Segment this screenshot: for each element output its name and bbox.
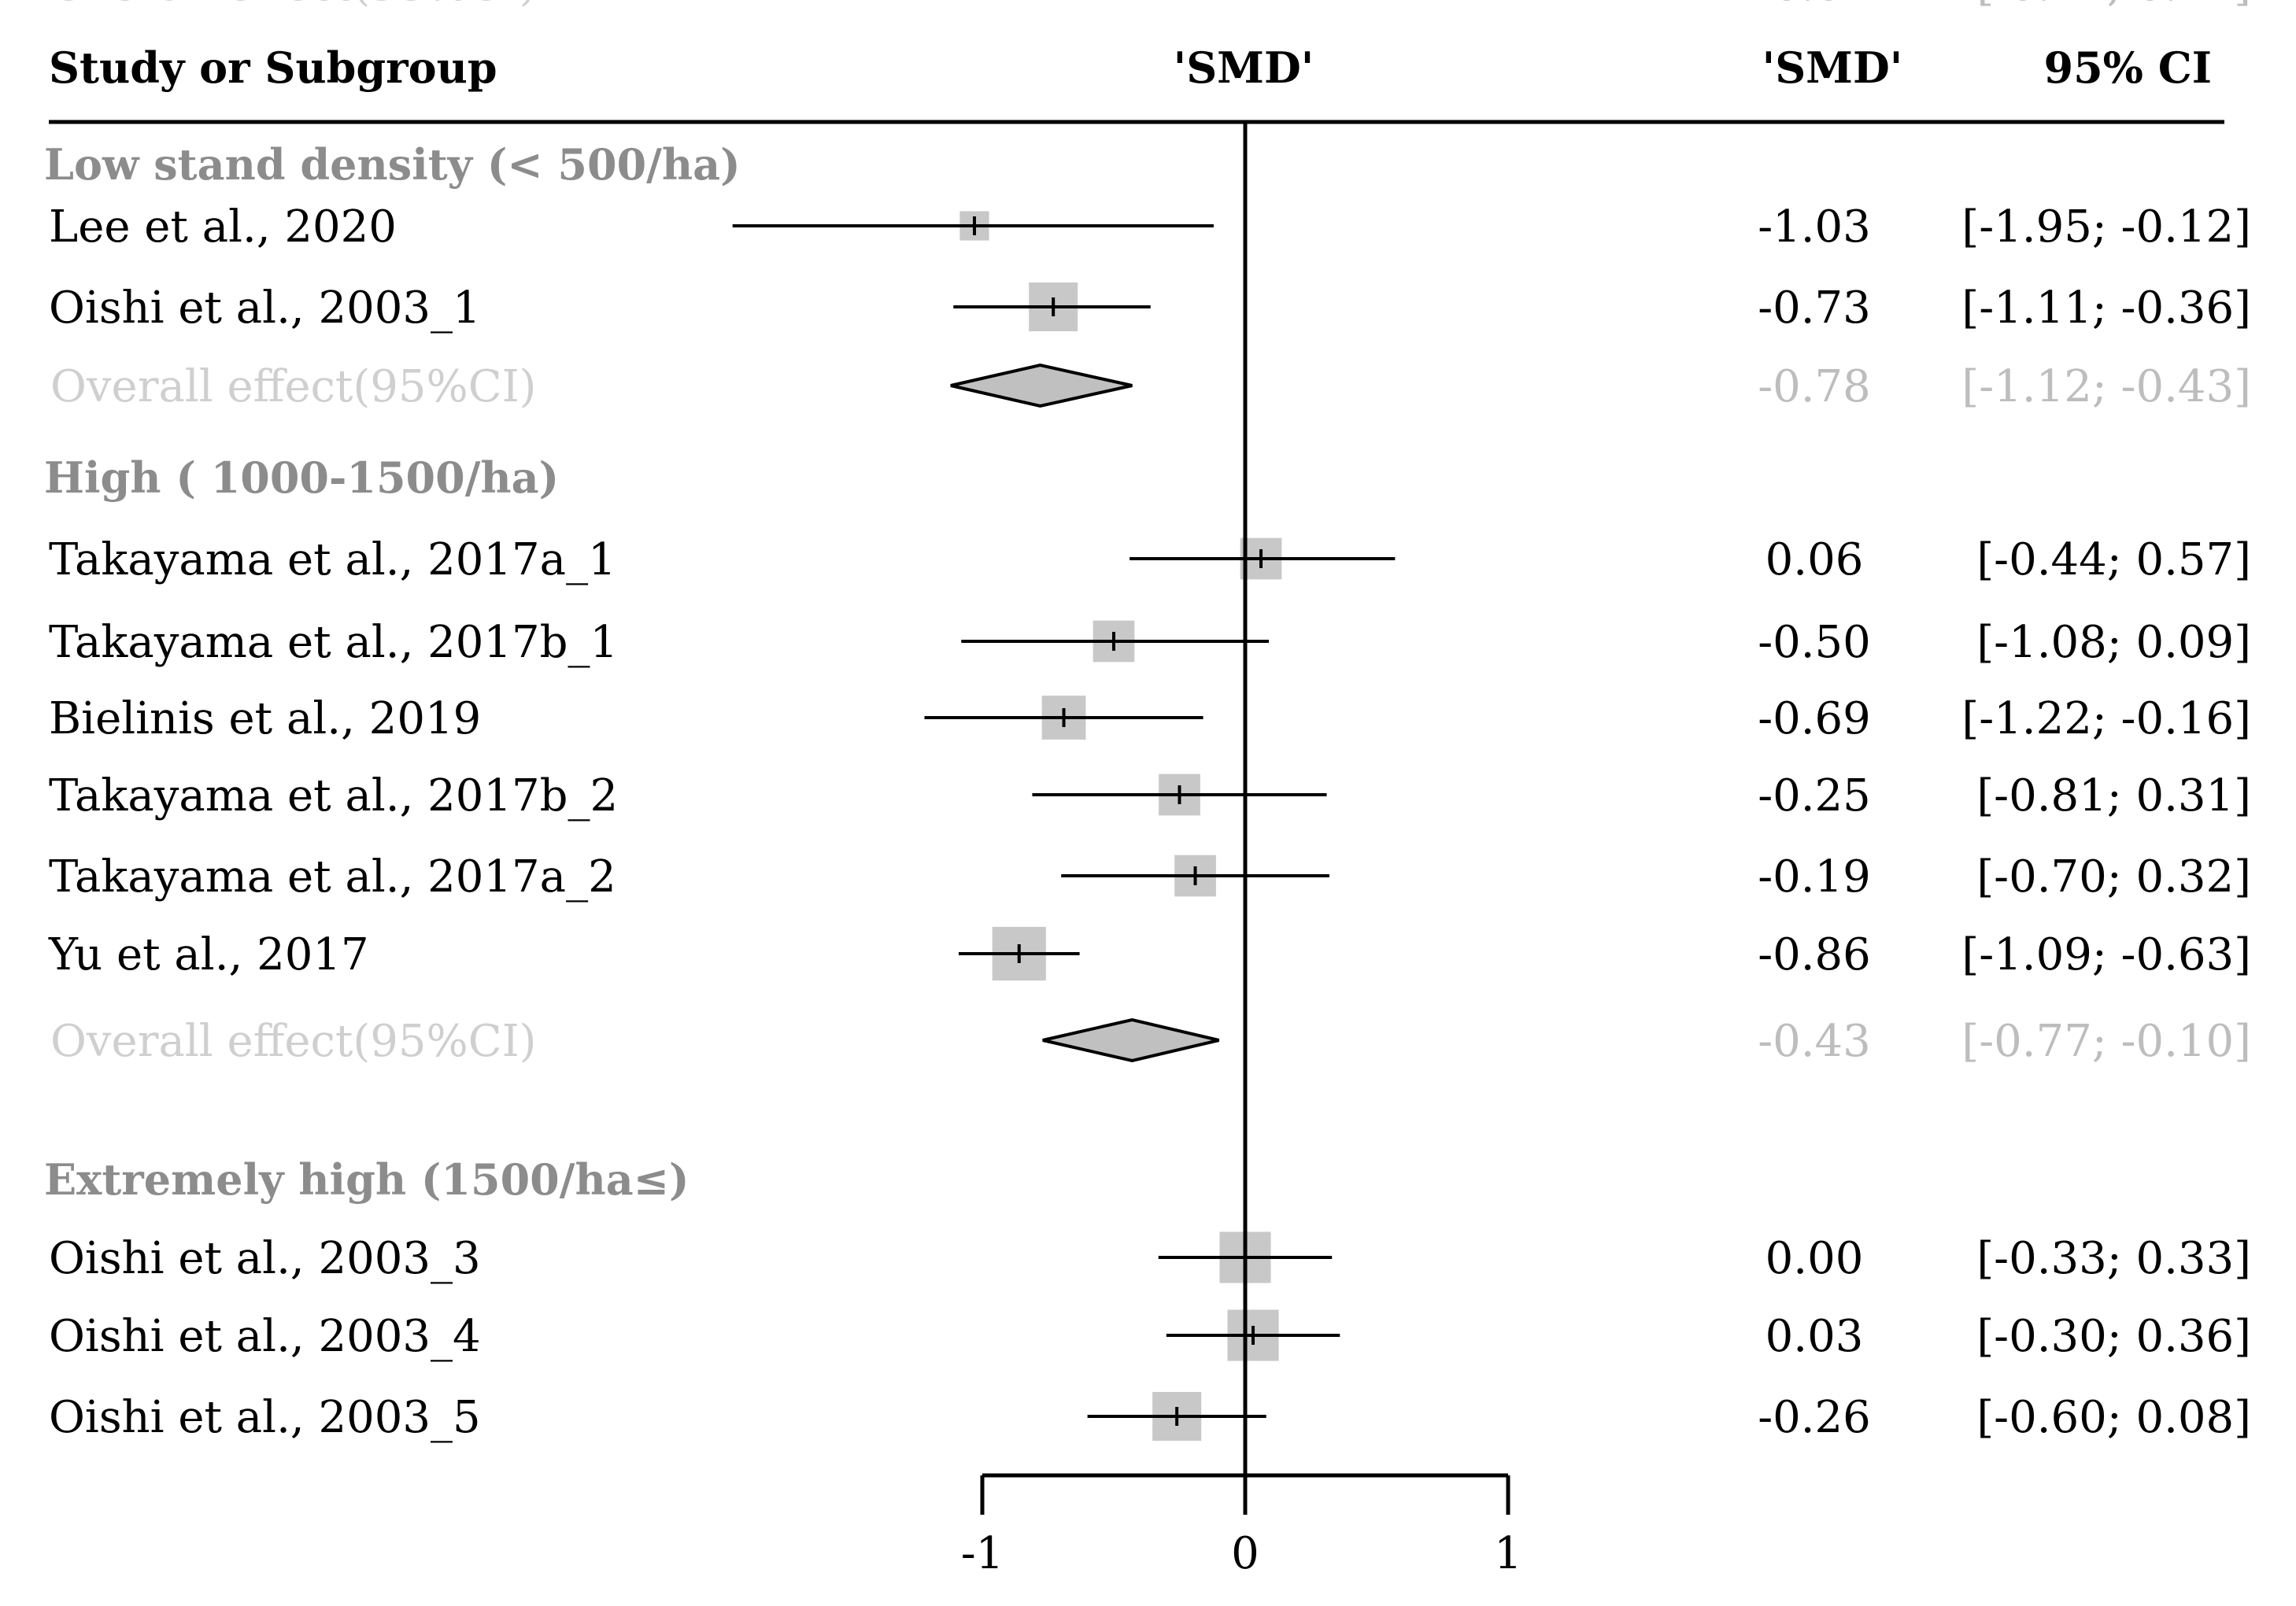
ci-value: [-1.11; -0.36]: [1961, 282, 2251, 334]
study-label: Bielinis et al., 2019: [49, 693, 481, 744]
subgroup-label: Extremely high (1500/ha≤): [44, 1154, 690, 1205]
overall-effect-label: Overall effect(95%CI): [50, 361, 537, 412]
ci-value: [-0.44; 0.57]: [1976, 534, 2251, 585]
smd-value: -0.86: [1758, 929, 1871, 980]
study-label: Oishi et al., 2003_1: [49, 282, 481, 334]
smd-value: -1.03: [1758, 201, 1871, 253]
x-axis-tick-label: 0: [1231, 1528, 1259, 1579]
header-plot: 'SMD': [1174, 42, 1314, 93]
smd-value: 0.03: [1765, 1311, 1864, 1362]
smd-value: 0.06: [1765, 534, 1864, 585]
smd-value: -0.73: [1758, 282, 1871, 334]
smd-value: -0.69: [1758, 693, 1871, 744]
overall-ci-value: [-0.27; 0.12]: [1976, 0, 2251, 11]
overall-effect-label: Overall effect(95%CI): [50, 1016, 537, 1067]
study-label: Takayama et al., 2017a_2: [49, 851, 616, 903]
x-axis-tick-label: 1: [1494, 1528, 1522, 1579]
study-label: Lee et al., 2020: [49, 201, 397, 253]
ci-value: [-0.60; 0.08]: [1976, 1392, 2251, 1443]
ci-value: [-0.81; 0.31]: [1976, 770, 2251, 821]
study-label: Oishi et al., 2003_3: [49, 1233, 481, 1284]
smd-value: -0.25: [1758, 770, 1871, 821]
ci-value: [-0.33; 0.33]: [1976, 1233, 2251, 1284]
overall-smd-value: -0.78: [1758, 361, 1871, 412]
header-study: Study or Subgroup: [49, 42, 497, 93]
subgroup-label: High ( 1000-1500/ha): [44, 452, 559, 503]
smd-value: -0.26: [1758, 1392, 1871, 1443]
overall-ci-value: [-0.77; -0.10]: [1961, 1016, 2251, 1067]
overall-effect-diamond: [1042, 1017, 1220, 1063]
header-ci: 95% CI: [2044, 42, 2213, 93]
ci-value: [-0.30; 0.36]: [1976, 1311, 2251, 1362]
study-label: Takayama et al., 2017a_1: [49, 534, 616, 585]
smd-value: -0.19: [1758, 851, 1871, 903]
overall-effect-diamond: [950, 363, 1133, 408]
subgroup-label: Low stand density (< 500/ha): [44, 139, 741, 190]
ci-value: [-1.08; 0.09]: [1976, 617, 2251, 668]
study-label: Takayama et al., 2017b_1: [49, 617, 618, 668]
smd-value: 0.00: [1765, 1233, 1864, 1284]
header-smd: 'SMD': [1762, 42, 1903, 93]
overall-smd-value: -0.43: [1758, 1016, 1871, 1067]
overall-effect-label: Overall effect(95%CI): [50, 0, 537, 11]
ci-value: [-0.70; 0.32]: [1976, 851, 2251, 903]
smd-value: -0.50: [1758, 617, 1871, 668]
ci-value: [-1.09; -0.63]: [1961, 929, 2251, 980]
ci-value: [-1.95; -0.12]: [1961, 201, 2251, 253]
study-label: Takayama et al., 2017b_2: [49, 770, 618, 821]
study-label: Oishi et al., 2003_4: [49, 1311, 481, 1362]
ci-value: [-1.22; -0.16]: [1961, 693, 2251, 744]
study-label: Yu et al., 2017: [48, 929, 369, 980]
x-axis-tick-label: -1: [961, 1528, 1004, 1579]
overall-smd-value: -0.07: [1758, 0, 1871, 11]
overall-ci-value: [-1.12; -0.43]: [1961, 361, 2251, 412]
study-label: Oishi et al., 2003_5: [49, 1392, 481, 1443]
